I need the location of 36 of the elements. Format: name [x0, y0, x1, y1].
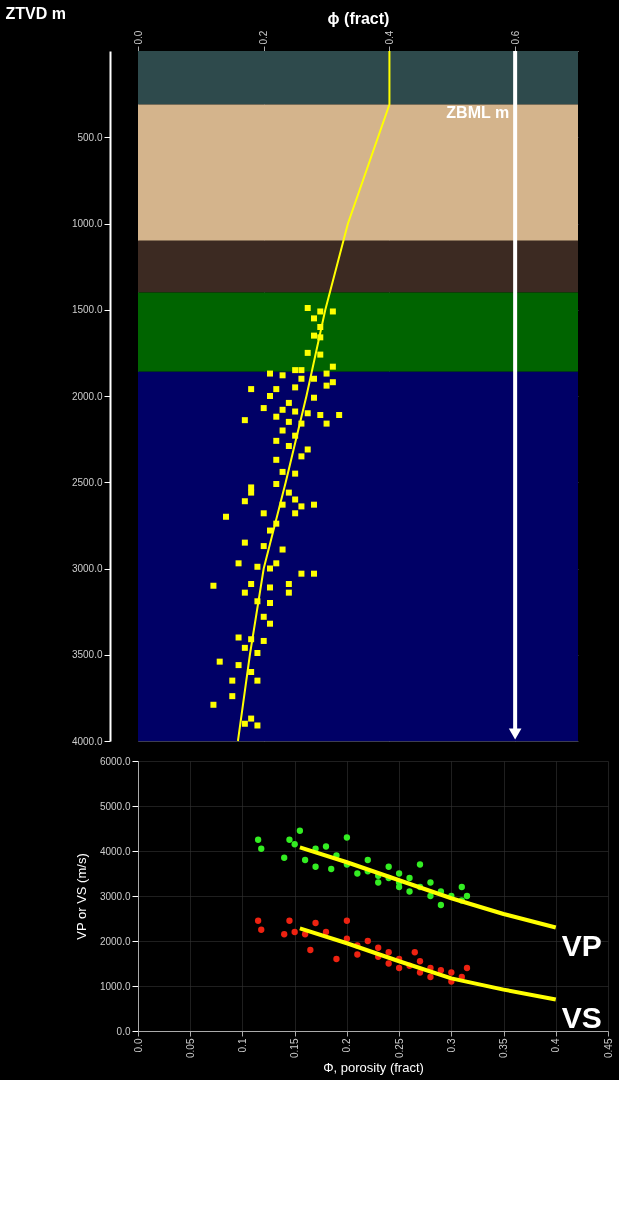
y-tick-label: 2500.0 — [71, 476, 103, 488]
x-tick-label: 0.45 — [602, 1038, 614, 1058]
ref-line-label: ZBML m — [446, 104, 510, 121]
x-tick-label: 0.4 — [383, 30, 395, 45]
x-tick-label: 0.2 — [341, 1038, 353, 1053]
x-tick-label: 0.35 — [498, 1038, 510, 1058]
y-tick-label: 6000.0 — [99, 755, 131, 767]
x-tick-label: 0.1 — [236, 1038, 248, 1053]
x-tick-label: 0.6 — [509, 30, 521, 45]
y-tick-label: 2000.0 — [99, 935, 131, 947]
y-tick-label: 3500.0 — [71, 649, 103, 661]
y-tick-label: 5000.0 — [99, 800, 131, 812]
y-tick-label: 0.0 — [116, 1025, 131, 1037]
y-tick-label: 4000.0 — [71, 735, 103, 747]
series-label: VS — [561, 1000, 602, 1034]
x-tick-label: 0.4 — [550, 1038, 562, 1053]
x-tick-label: 0.0 — [132, 1038, 144, 1053]
y-tick-label: 3000.0 — [99, 890, 131, 902]
x-axis-title: ϕ (fract) — [327, 9, 390, 27]
y-axis-title: VP or VS (m/s) — [73, 853, 89, 940]
y-tick-label: 1000.0 — [99, 980, 131, 992]
y-tick-label: 1500.0 — [71, 304, 103, 316]
y-tick-label: 3000.0 — [71, 563, 103, 574]
y-tick-label: 2000.0 — [71, 390, 103, 402]
x-axis-title: Φ, porosity (fract) — [323, 1059, 424, 1075]
y-axis-title: ZTVD m — [5, 4, 66, 22]
x-tick-label: 0.3 — [445, 1038, 457, 1053]
x-tick-label: 0.25 — [393, 1038, 405, 1058]
x-tick-label: 0.05 — [184, 1038, 196, 1058]
x-tick-label: 0.0 — [132, 30, 144, 45]
series-label: VP — [561, 928, 602, 962]
y-tick-label: 1000.0 — [71, 218, 103, 229]
x-tick-label: 0.15 — [289, 1038, 301, 1058]
x-tick-label: 0.2 — [258, 30, 270, 45]
y-tick-label: 500.0 — [77, 131, 103, 143]
y-tick-label: 4000.0 — [99, 845, 131, 857]
